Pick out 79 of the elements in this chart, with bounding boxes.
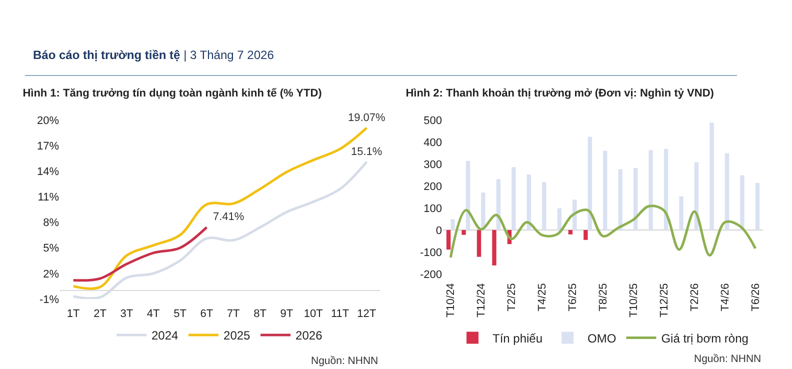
bar: [450, 219, 455, 230]
legend-label: 2025: [224, 328, 251, 343]
y-tick-label: 400: [424, 136, 442, 149]
legend-label: 2026: [296, 328, 323, 343]
text: Báo cáo thị trường tiền tệ | 3 Tháng 7 2026: [33, 48, 274, 62]
bar: [492, 230, 496, 266]
bar: [481, 192, 486, 230]
x-tick-label: T2/26: [689, 283, 702, 312]
y-tick-label: 11%: [38, 192, 60, 204]
legend-label: Tín phiếu: [492, 331, 543, 346]
bar: [740, 175, 744, 230]
chart-title: Hình 1: Tăng trưởng tín dụng toàn ngành kinh tế (% YTD): [22, 87, 322, 100]
x-tick-label: 2T: [94, 308, 107, 320]
x-tick-label: T8/25: [598, 283, 610, 312]
x-tick-label: T6/25: [567, 283, 580, 312]
bar: [542, 182, 546, 230]
x-tick-label: T10/24: [445, 283, 458, 318]
legend-label: 2024: [152, 328, 179, 343]
y-tick-label: 300: [424, 158, 442, 171]
legend-label: Giá trị bơm ròng: [661, 331, 748, 346]
y-tick-label: 200: [424, 180, 442, 193]
x-tick-label: 1T: [66, 308, 80, 320]
bar: [584, 230, 588, 240]
bar: [724, 153, 730, 230]
y-tick-label: 14%: [36, 166, 60, 178]
x-tick-label: 6T: [200, 308, 214, 320]
annotation: 19.07%: [348, 112, 386, 124]
x-tick-label: 8T: [254, 308, 267, 320]
text: Nguồn: NHNN: [694, 353, 762, 365]
y-tick-label: 20%: [36, 114, 60, 127]
bar: [476, 230, 482, 257]
x-tick-label: T12/24: [476, 283, 488, 318]
bar: [466, 160, 470, 230]
y-tick-label: 100: [424, 202, 442, 215]
bar: [710, 122, 714, 230]
bar: [633, 168, 638, 230]
y-tick-label: 8%: [43, 217, 60, 230]
x-tick-label: T4/26: [719, 283, 732, 312]
chart-title: Hình 2: Thanh khoản thị trường mở (Đơn vị: Nghìn tỷ VND): [406, 87, 714, 100]
x-tick-label: 4T: [146, 308, 160, 320]
legend-label: OMO: [588, 331, 616, 346]
bar: [526, 174, 531, 230]
x-tick-label: 9T: [280, 308, 294, 320]
line-series: [449, 204, 757, 259]
bar: [557, 208, 562, 230]
bar: [462, 230, 466, 235]
line-series: [72, 160, 368, 299]
bar: [679, 196, 684, 230]
annotation: 15.1%: [351, 146, 382, 158]
bar: [588, 136, 592, 230]
line-series: [72, 226, 208, 282]
bar: [755, 182, 760, 230]
x-tick-label: T10/25: [628, 283, 640, 318]
bar: [618, 169, 622, 230]
x-tick-label: 5T: [174, 308, 187, 320]
x-tick-label: T2/25: [506, 283, 518, 312]
y-tick-label: -1%: [39, 294, 60, 306]
y-tick-label: 500: [424, 114, 442, 127]
y-tick-label: 0: [436, 224, 442, 237]
annotation: 7.41%: [213, 211, 244, 223]
bar: [446, 230, 451, 250]
y-tick-label: -200: [420, 268, 442, 281]
y-tick-label: 2%: [43, 268, 60, 280]
text: Nguồn: NHNN: [311, 355, 378, 367]
x-tick-label: 10T: [304, 308, 324, 320]
x-tick-label: 3T: [120, 308, 134, 320]
bar: [568, 230, 573, 234]
y-tick-label: 17%: [36, 140, 60, 152]
x-tick-label: T4/25: [536, 283, 549, 312]
y-tick-label: -100: [420, 246, 442, 259]
bar: [512, 167, 516, 230]
x-tick-label: T12/25: [658, 283, 671, 318]
x-tick-label: 7T: [226, 308, 240, 320]
bar: [603, 150, 608, 230]
y-tick-label: 5%: [43, 242, 60, 255]
x-tick-label: 12T: [357, 308, 376, 320]
bar: [648, 150, 653, 230]
x-tick-label: 11T: [330, 308, 350, 320]
x-tick-label: T6/26: [750, 283, 762, 312]
